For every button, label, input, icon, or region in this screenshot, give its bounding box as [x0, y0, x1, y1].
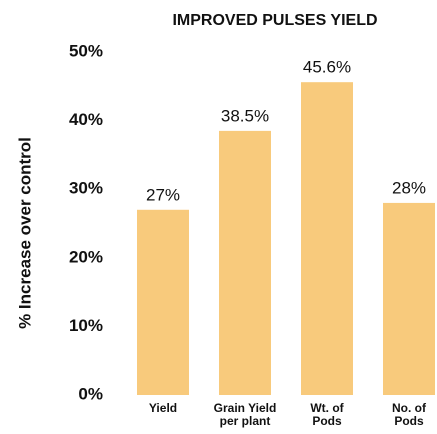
- y-tick-label: 50%: [69, 41, 103, 60]
- value-label: 27%: [146, 185, 180, 204]
- y-tick-label: 40%: [69, 110, 103, 129]
- bar: [383, 202, 435, 395]
- x-tick-label: Grain Yield per plant: [213, 401, 277, 428]
- x-tick-label: Wt. of Pods: [310, 401, 344, 428]
- y-tick-label: 0%: [78, 384, 103, 403]
- x-tick-label: No. of Pods: [392, 401, 426, 428]
- y-tick-label: 30%: [69, 179, 103, 198]
- bar: [137, 209, 189, 395]
- bar: [219, 130, 271, 395]
- value-label: 38.5%: [221, 106, 269, 125]
- x-tick-label: Yield: [148, 401, 178, 415]
- value-label: 45.6%: [303, 58, 351, 77]
- value-label: 28%: [392, 178, 426, 197]
- bar: [301, 82, 353, 396]
- y-tick-label: 20%: [69, 247, 103, 266]
- y-tick-label: 10%: [69, 316, 103, 335]
- y-axis-label: % Increase over control: [15, 137, 34, 329]
- chart-title: IMPROVED PULSES YIELD: [172, 12, 377, 29]
